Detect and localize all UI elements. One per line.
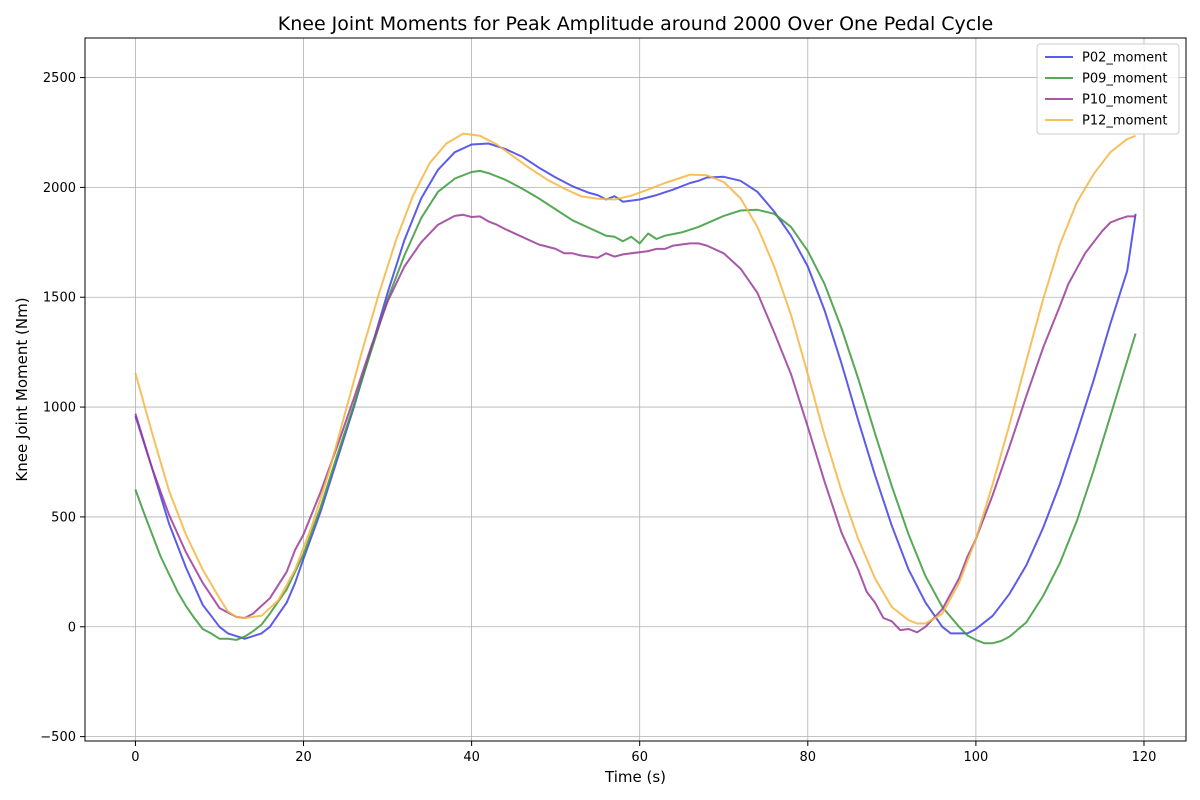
legend-label: P02_moment [1082, 51, 1168, 66]
x-axis-label: Time (s) [604, 768, 666, 786]
x-tick-label: 40 [463, 750, 480, 765]
legend-label: P09_moment [1082, 72, 1168, 87]
y-tick-label: 2500 [43, 71, 76, 86]
grid [85, 38, 1186, 741]
legend-label: P12_moment [1082, 114, 1168, 129]
x-tick-label: 0 [131, 750, 139, 765]
series-line-p09-moment [134, 169, 1137, 645]
series-line-p12-moment [134, 132, 1136, 625]
y-axis-label: Knee Joint Moment (Nm) [13, 297, 31, 481]
y-tick-label: 500 [51, 510, 76, 525]
series-lines [134, 132, 1137, 645]
plot-frame [84, 37, 1187, 742]
y-tick-label: 1500 [43, 291, 76, 306]
chart-title: Knee Joint Moments for Peak Amplitude ar… [278, 13, 993, 35]
legend: P02_moment P09_moment P10_moment P12_moment [1036, 43, 1180, 135]
axis-ticks: 0 20 40 60 80 100 120 −500 0 500 1000 1500 2000 2500 [40, 71, 1156, 765]
y-tick-label: −500 [40, 730, 76, 745]
x-tick-label: 120 [1132, 750, 1157, 765]
y-tick-label: 1000 [43, 401, 76, 416]
x-tick-label: 20 [295, 750, 312, 765]
legend-box [1036, 43, 1180, 135]
series-line-p02-moment [134, 142, 1137, 640]
x-tick-label: 80 [800, 750, 817, 765]
legend-label: P10_moment [1082, 93, 1168, 108]
series-line-p10-moment [134, 213, 1136, 634]
y-tick-label: 0 [68, 620, 76, 635]
x-tick-label: 100 [963, 750, 988, 765]
y-tick-label: 2000 [43, 181, 76, 196]
x-tick-label: 60 [631, 750, 648, 765]
